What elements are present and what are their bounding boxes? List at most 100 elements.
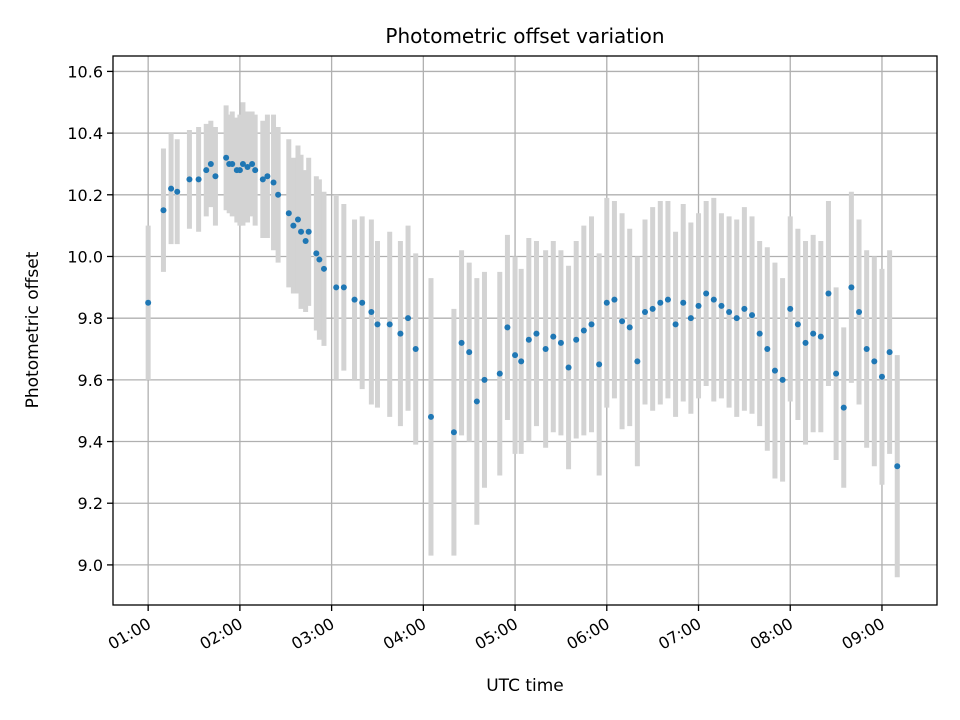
data-point — [405, 315, 412, 322]
x-tick-label: 07:00 — [655, 614, 704, 654]
data-point — [626, 324, 633, 331]
data-point — [302, 238, 309, 245]
x-tick-label: 03:00 — [288, 614, 337, 654]
data-point — [672, 321, 679, 328]
data-point — [550, 333, 557, 340]
y-tick-label: 10.2 — [67, 186, 103, 205]
data-point — [252, 167, 259, 174]
data-point — [427, 413, 434, 420]
error-bars — [145, 102, 900, 578]
data-point — [259, 176, 266, 183]
data-point — [863, 346, 870, 353]
data-point — [512, 352, 519, 359]
data-point — [871, 358, 878, 365]
data-point — [779, 376, 786, 383]
data-point — [794, 321, 801, 328]
data-point — [160, 207, 167, 214]
data-point — [603, 299, 610, 306]
chart-title: Photometric offset variation — [385, 24, 664, 48]
x-tick-label: 08:00 — [747, 614, 796, 654]
data-point — [634, 358, 641, 365]
data-point — [313, 250, 320, 257]
data-point — [368, 308, 375, 315]
data-point — [186, 176, 193, 183]
data-point — [894, 463, 901, 470]
data-point — [290, 222, 297, 229]
data-point — [207, 160, 214, 167]
data-point — [496, 370, 503, 377]
data-point — [718, 302, 725, 309]
x-tick-label: 04:00 — [380, 614, 429, 654]
data-point — [397, 330, 404, 337]
data-point — [703, 290, 710, 297]
data-point — [771, 367, 778, 374]
x-tick-label: 05:00 — [472, 614, 521, 654]
data-point — [412, 346, 419, 353]
data-point — [359, 299, 366, 306]
data-point — [229, 160, 236, 167]
data-point — [340, 284, 347, 291]
data-point — [840, 404, 847, 411]
data-point — [764, 346, 771, 353]
data-point — [886, 349, 893, 356]
data-point — [878, 373, 885, 380]
data-point — [565, 364, 572, 371]
data-point — [236, 167, 243, 174]
data-point — [249, 160, 256, 167]
y-tick-label: 10.4 — [67, 124, 103, 143]
data-point — [848, 284, 855, 291]
data-point — [695, 302, 702, 309]
data-point — [294, 216, 301, 223]
data-point — [212, 173, 219, 180]
data-point — [316, 256, 323, 263]
data-point — [239, 160, 246, 167]
y-tick-label: 9.6 — [78, 371, 103, 390]
x-tick-label: 06:00 — [563, 614, 612, 654]
data-points — [145, 154, 901, 470]
data-point — [270, 179, 277, 186]
data-point — [320, 265, 327, 272]
y-tick-label: 9.0 — [78, 556, 103, 575]
data-point — [168, 185, 175, 192]
data-point — [810, 330, 817, 337]
data-point — [351, 296, 358, 303]
data-point — [825, 290, 832, 297]
data-point — [504, 324, 511, 331]
data-point — [174, 188, 181, 195]
data-point — [518, 358, 525, 365]
y-tick-label: 9.8 — [78, 309, 103, 328]
x-tick-label: 01:00 — [105, 614, 154, 654]
data-point — [787, 305, 794, 312]
data-point — [756, 330, 763, 337]
data-point — [386, 321, 393, 328]
data-point — [264, 173, 271, 180]
data-point — [333, 284, 340, 291]
data-point — [749, 312, 756, 319]
x-axis-label: UTC time — [486, 676, 564, 696]
data-point — [680, 299, 687, 306]
data-point — [466, 349, 473, 356]
data-point — [298, 228, 305, 235]
data-point — [741, 305, 748, 312]
y-tick-label: 9.2 — [78, 494, 103, 513]
data-point — [642, 308, 649, 315]
x-tick-label: 09:00 — [839, 614, 888, 654]
data-point — [664, 296, 671, 303]
data-point — [619, 318, 626, 325]
plot-frame — [112, 55, 938, 606]
data-point — [580, 327, 587, 334]
y-axis-label: Photometric offset — [23, 251, 43, 408]
y-axis: 9.0 9.2 9.4 9.6 9.8 10.0 10.2 10.4 10.6 — [67, 62, 113, 575]
data-point — [223, 154, 230, 161]
x-tick-label: 02:00 — [196, 614, 245, 654]
data-point — [145, 299, 152, 306]
data-point — [687, 315, 694, 322]
data-point — [305, 228, 312, 235]
data-point — [649, 305, 656, 312]
data-point — [285, 210, 292, 217]
y-tick-label: 10.0 — [67, 247, 103, 266]
data-point — [710, 296, 717, 303]
data-point — [275, 191, 282, 198]
data-point — [833, 370, 840, 377]
